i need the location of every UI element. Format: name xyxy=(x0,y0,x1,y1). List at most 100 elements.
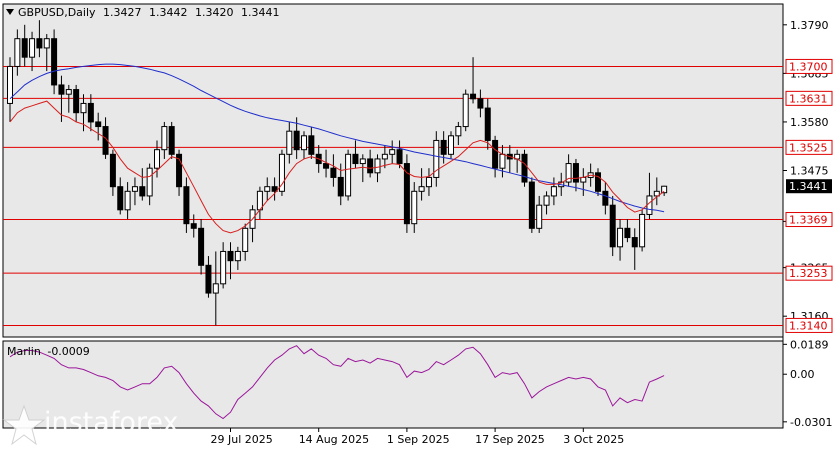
candle xyxy=(653,177,660,206)
candle xyxy=(477,89,484,118)
candle-body xyxy=(433,139,440,178)
level-tag-box xyxy=(785,265,833,281)
candle xyxy=(176,149,183,196)
watermark-brand: instaforex xyxy=(44,407,178,438)
candle xyxy=(484,98,491,150)
instaforex-logo: instaforex Instant Forex Trading xyxy=(2,404,178,448)
candle xyxy=(198,219,205,275)
candle-body xyxy=(323,163,330,169)
candle-body xyxy=(661,185,668,194)
price-tick-label: 1.3475 xyxy=(790,165,829,178)
level-tag-label: 1.3253 xyxy=(789,267,828,280)
level-price-tag: 1.3525 xyxy=(785,139,833,155)
candle-body xyxy=(418,186,425,192)
candle xyxy=(550,177,557,206)
candle-body xyxy=(131,186,138,192)
candle-body xyxy=(65,89,72,95)
candle xyxy=(87,94,94,132)
candle-body xyxy=(403,163,410,225)
candle xyxy=(639,209,646,252)
candle xyxy=(36,20,43,58)
candle-body xyxy=(536,204,543,229)
level-price-tag: 1.3631 xyxy=(785,90,833,106)
candle xyxy=(521,149,528,187)
candle-body xyxy=(653,190,660,197)
current-price-label: 1.3441 xyxy=(789,180,828,193)
candle-body xyxy=(367,158,374,174)
candle xyxy=(301,131,307,159)
indicator-value: -0.0009 xyxy=(47,345,89,358)
candle-body xyxy=(234,250,241,262)
candle xyxy=(617,219,624,261)
candle xyxy=(492,135,499,178)
candle-body xyxy=(631,237,638,248)
candle xyxy=(139,168,146,201)
candle-body xyxy=(242,227,249,252)
candle-body xyxy=(80,102,87,114)
candle xyxy=(381,145,388,169)
level-tag-label: 1.3140 xyxy=(789,319,828,332)
candle xyxy=(117,177,124,215)
candle-body xyxy=(617,227,624,248)
candle xyxy=(352,140,359,169)
candle-body xyxy=(396,149,403,165)
candle xyxy=(602,182,609,215)
candle-body xyxy=(14,38,21,67)
candle-body xyxy=(264,186,271,192)
candle xyxy=(359,154,366,183)
candle-body xyxy=(345,153,352,197)
candle xyxy=(330,154,337,187)
candle-body xyxy=(109,153,116,188)
candle xyxy=(411,182,418,233)
candle-body xyxy=(565,163,572,183)
candle-body xyxy=(278,153,285,192)
price-tick-label: 1.3580 xyxy=(790,116,829,129)
candle xyxy=(440,131,447,164)
candle xyxy=(109,149,116,196)
candle-body xyxy=(543,195,550,206)
candle xyxy=(455,121,462,146)
candle-body xyxy=(212,283,219,294)
candle-body xyxy=(29,38,36,58)
candle-body xyxy=(124,190,131,211)
candle xyxy=(205,256,212,298)
candle xyxy=(367,149,374,178)
menu-triangle-icon[interactable] xyxy=(6,9,14,15)
price-pane[interactable] xyxy=(2,3,784,338)
candle-body xyxy=(161,126,168,151)
candle xyxy=(403,154,410,233)
candle xyxy=(80,94,87,132)
candle xyxy=(234,246,241,270)
candle-body xyxy=(102,126,109,155)
candle-body xyxy=(51,38,58,86)
candle-body xyxy=(389,149,396,155)
candle-body xyxy=(352,153,359,165)
candle xyxy=(323,149,330,178)
candle-body xyxy=(220,250,227,285)
level-tag-box xyxy=(785,58,833,74)
candle xyxy=(448,131,454,159)
candle xyxy=(389,140,396,164)
oscillator-pane[interactable] xyxy=(2,340,784,429)
candle xyxy=(154,140,160,178)
candle xyxy=(227,242,234,280)
candles xyxy=(7,20,668,326)
time-tick-label: 17 Sep 2025 xyxy=(475,433,545,446)
candle xyxy=(51,29,58,95)
time-axis-labels: 29 Jul 2025 14 Aug 2025 1 Sep 2025 17 Sep 2… xyxy=(211,428,624,446)
candle xyxy=(565,154,572,187)
candle-body xyxy=(381,153,388,160)
candle-body xyxy=(499,153,506,169)
level-tag-box xyxy=(785,90,833,106)
candle xyxy=(168,121,175,159)
current-price-box xyxy=(786,179,832,194)
candle-body xyxy=(73,89,80,114)
candle xyxy=(278,149,285,196)
level-tag-box xyxy=(785,317,833,333)
candle xyxy=(161,121,168,159)
level-price-tags: 1.3700 1.3631 1.3525 1.3369 1.3253 1.3140 1.34… xyxy=(785,58,833,333)
ma-fast-line xyxy=(9,100,665,234)
candle xyxy=(65,84,72,113)
current-price-tag: 1.3441 xyxy=(786,179,832,194)
